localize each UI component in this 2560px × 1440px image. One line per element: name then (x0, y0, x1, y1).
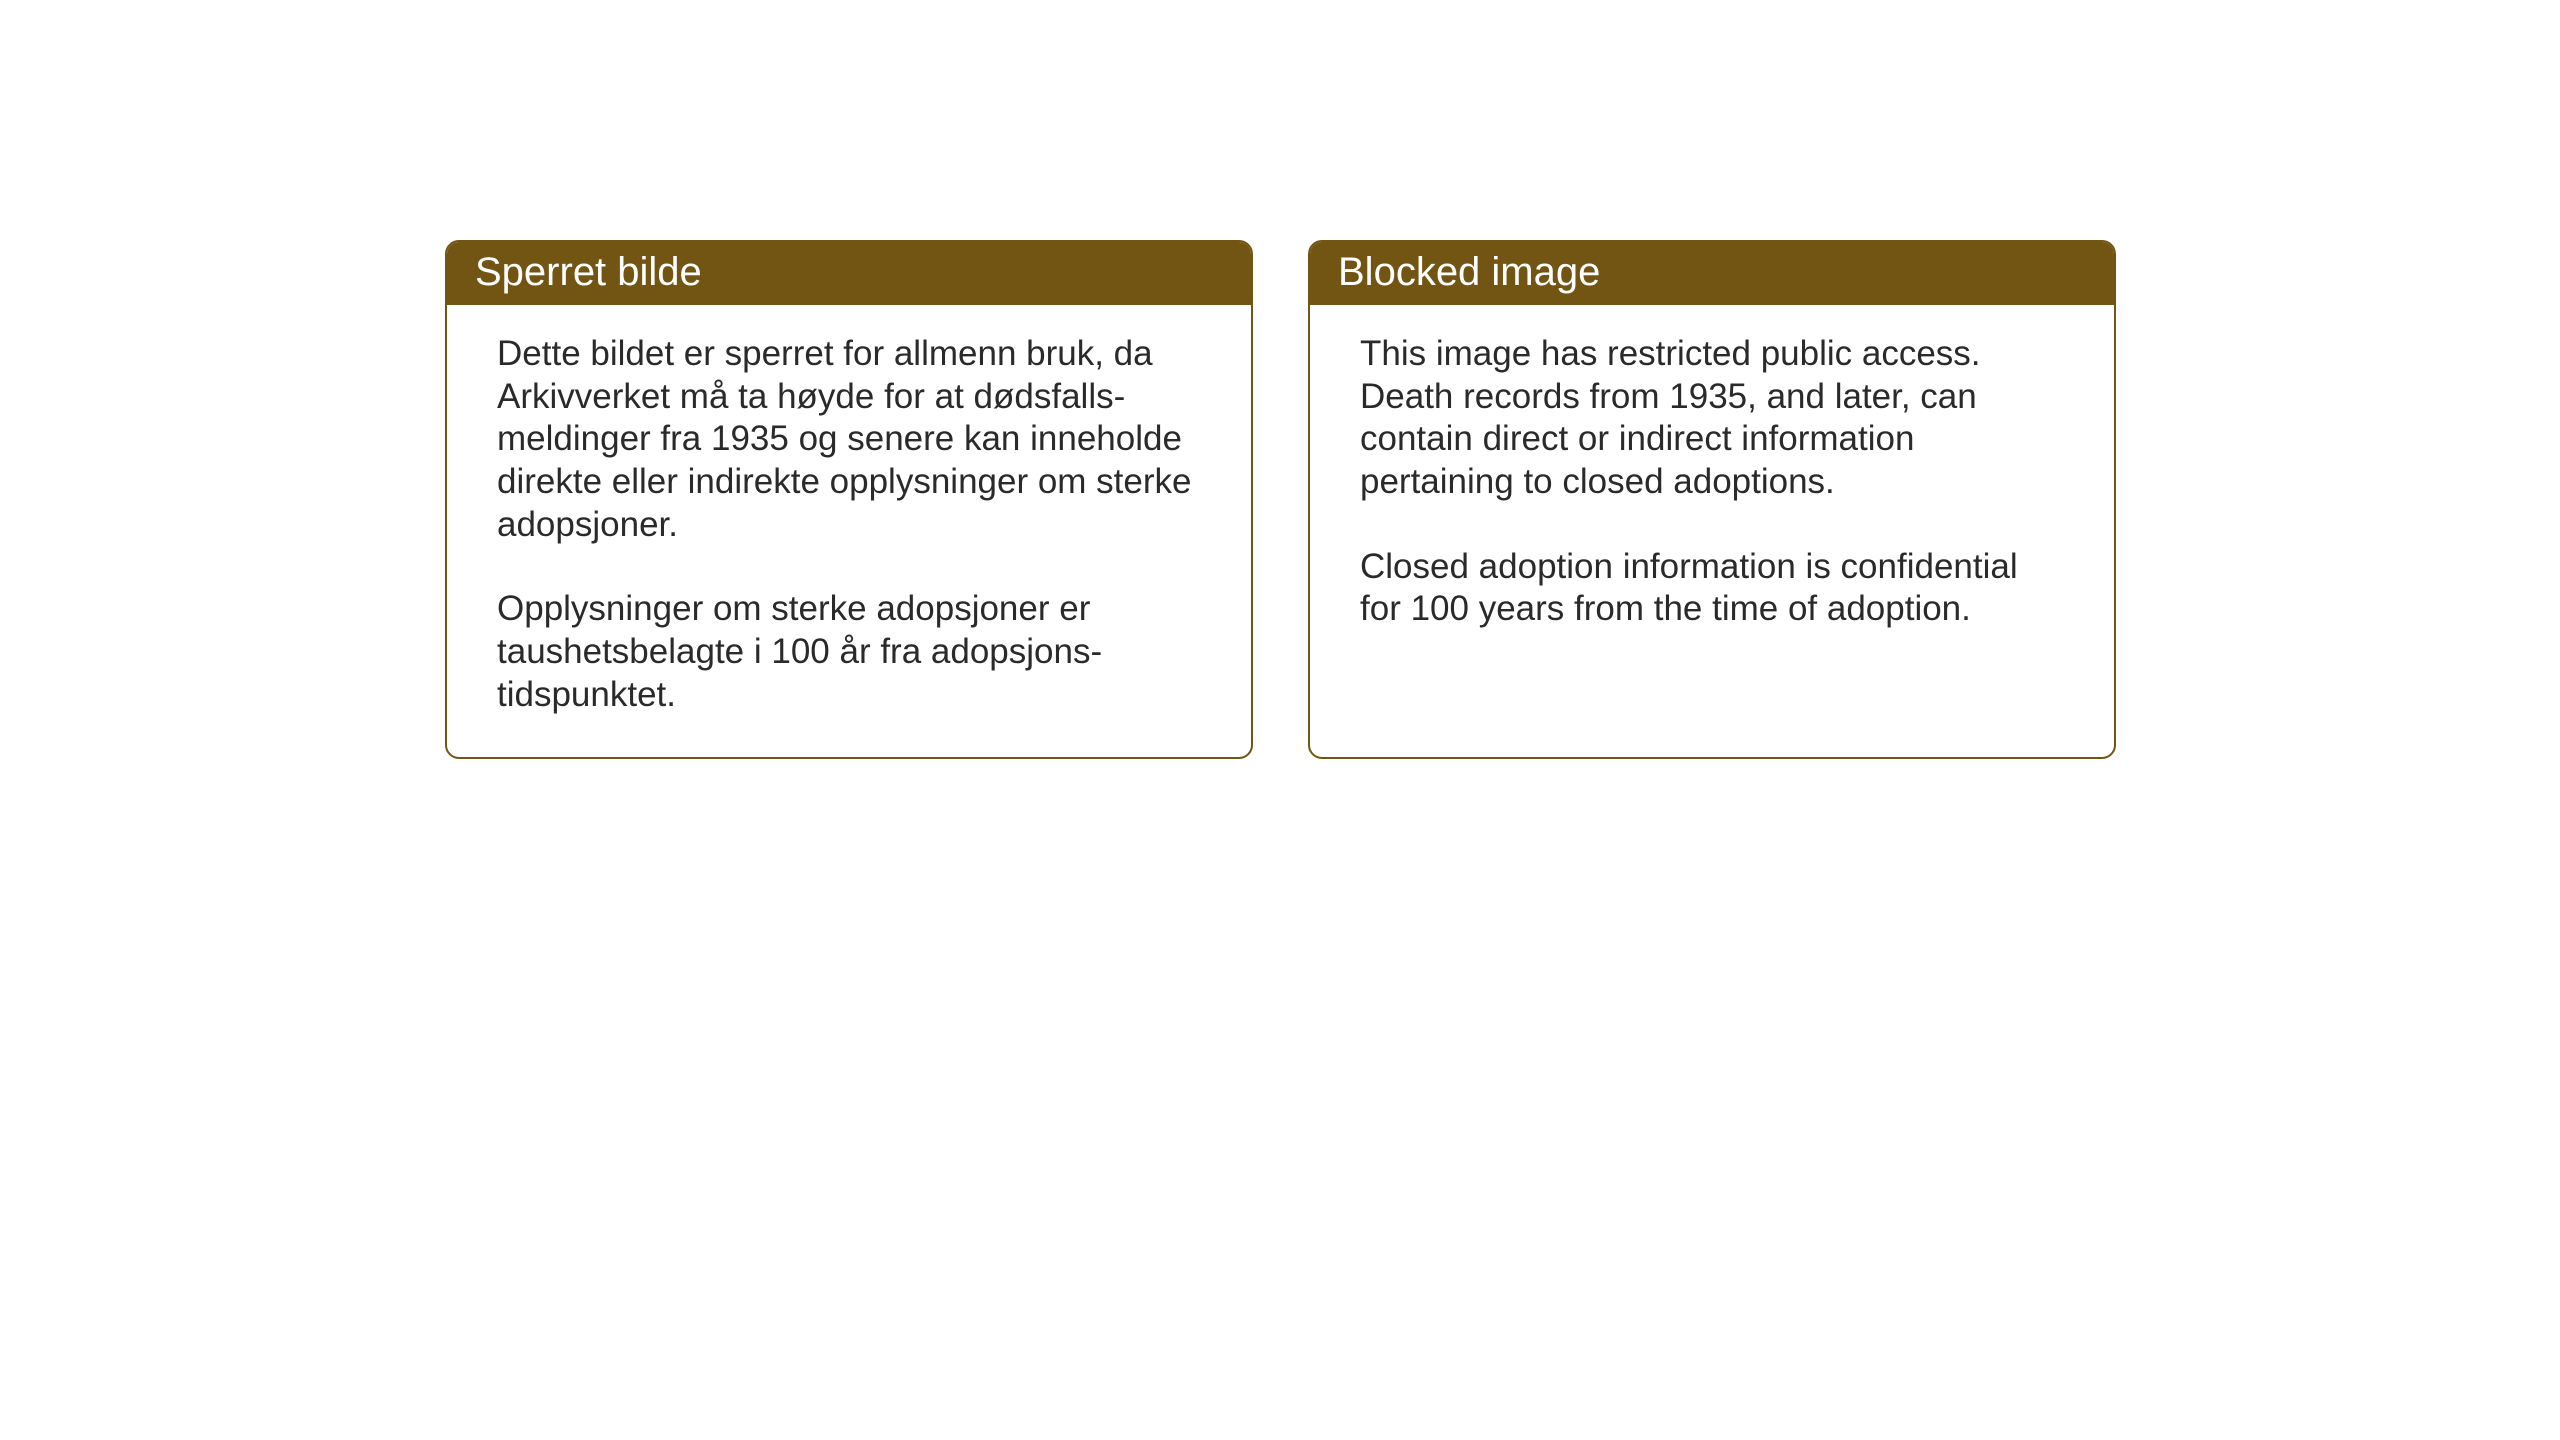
card-paragraph: Dette bildet er sperret for allmenn bruk… (497, 333, 1201, 546)
notice-card-norwegian: Sperret bilde Dette bildet er sperret fo… (445, 240, 1253, 759)
card-paragraph: Opplysninger om sterke adopsjoner er tau… (497, 588, 1201, 716)
card-header-norwegian: Sperret bilde (447, 242, 1251, 305)
notice-card-english: Blocked image This image has restricted … (1308, 240, 2116, 759)
card-paragraph: This image has restricted public access.… (1360, 333, 2064, 504)
card-body-norwegian: Dette bildet er sperret for allmenn bruk… (447, 305, 1251, 757)
card-paragraph: Closed adoption information is confident… (1360, 546, 2064, 631)
card-body-english: This image has restricted public access.… (1310, 305, 2114, 695)
notice-container: Sperret bilde Dette bildet er sperret fo… (445, 240, 2116, 759)
card-header-english: Blocked image (1310, 242, 2114, 305)
